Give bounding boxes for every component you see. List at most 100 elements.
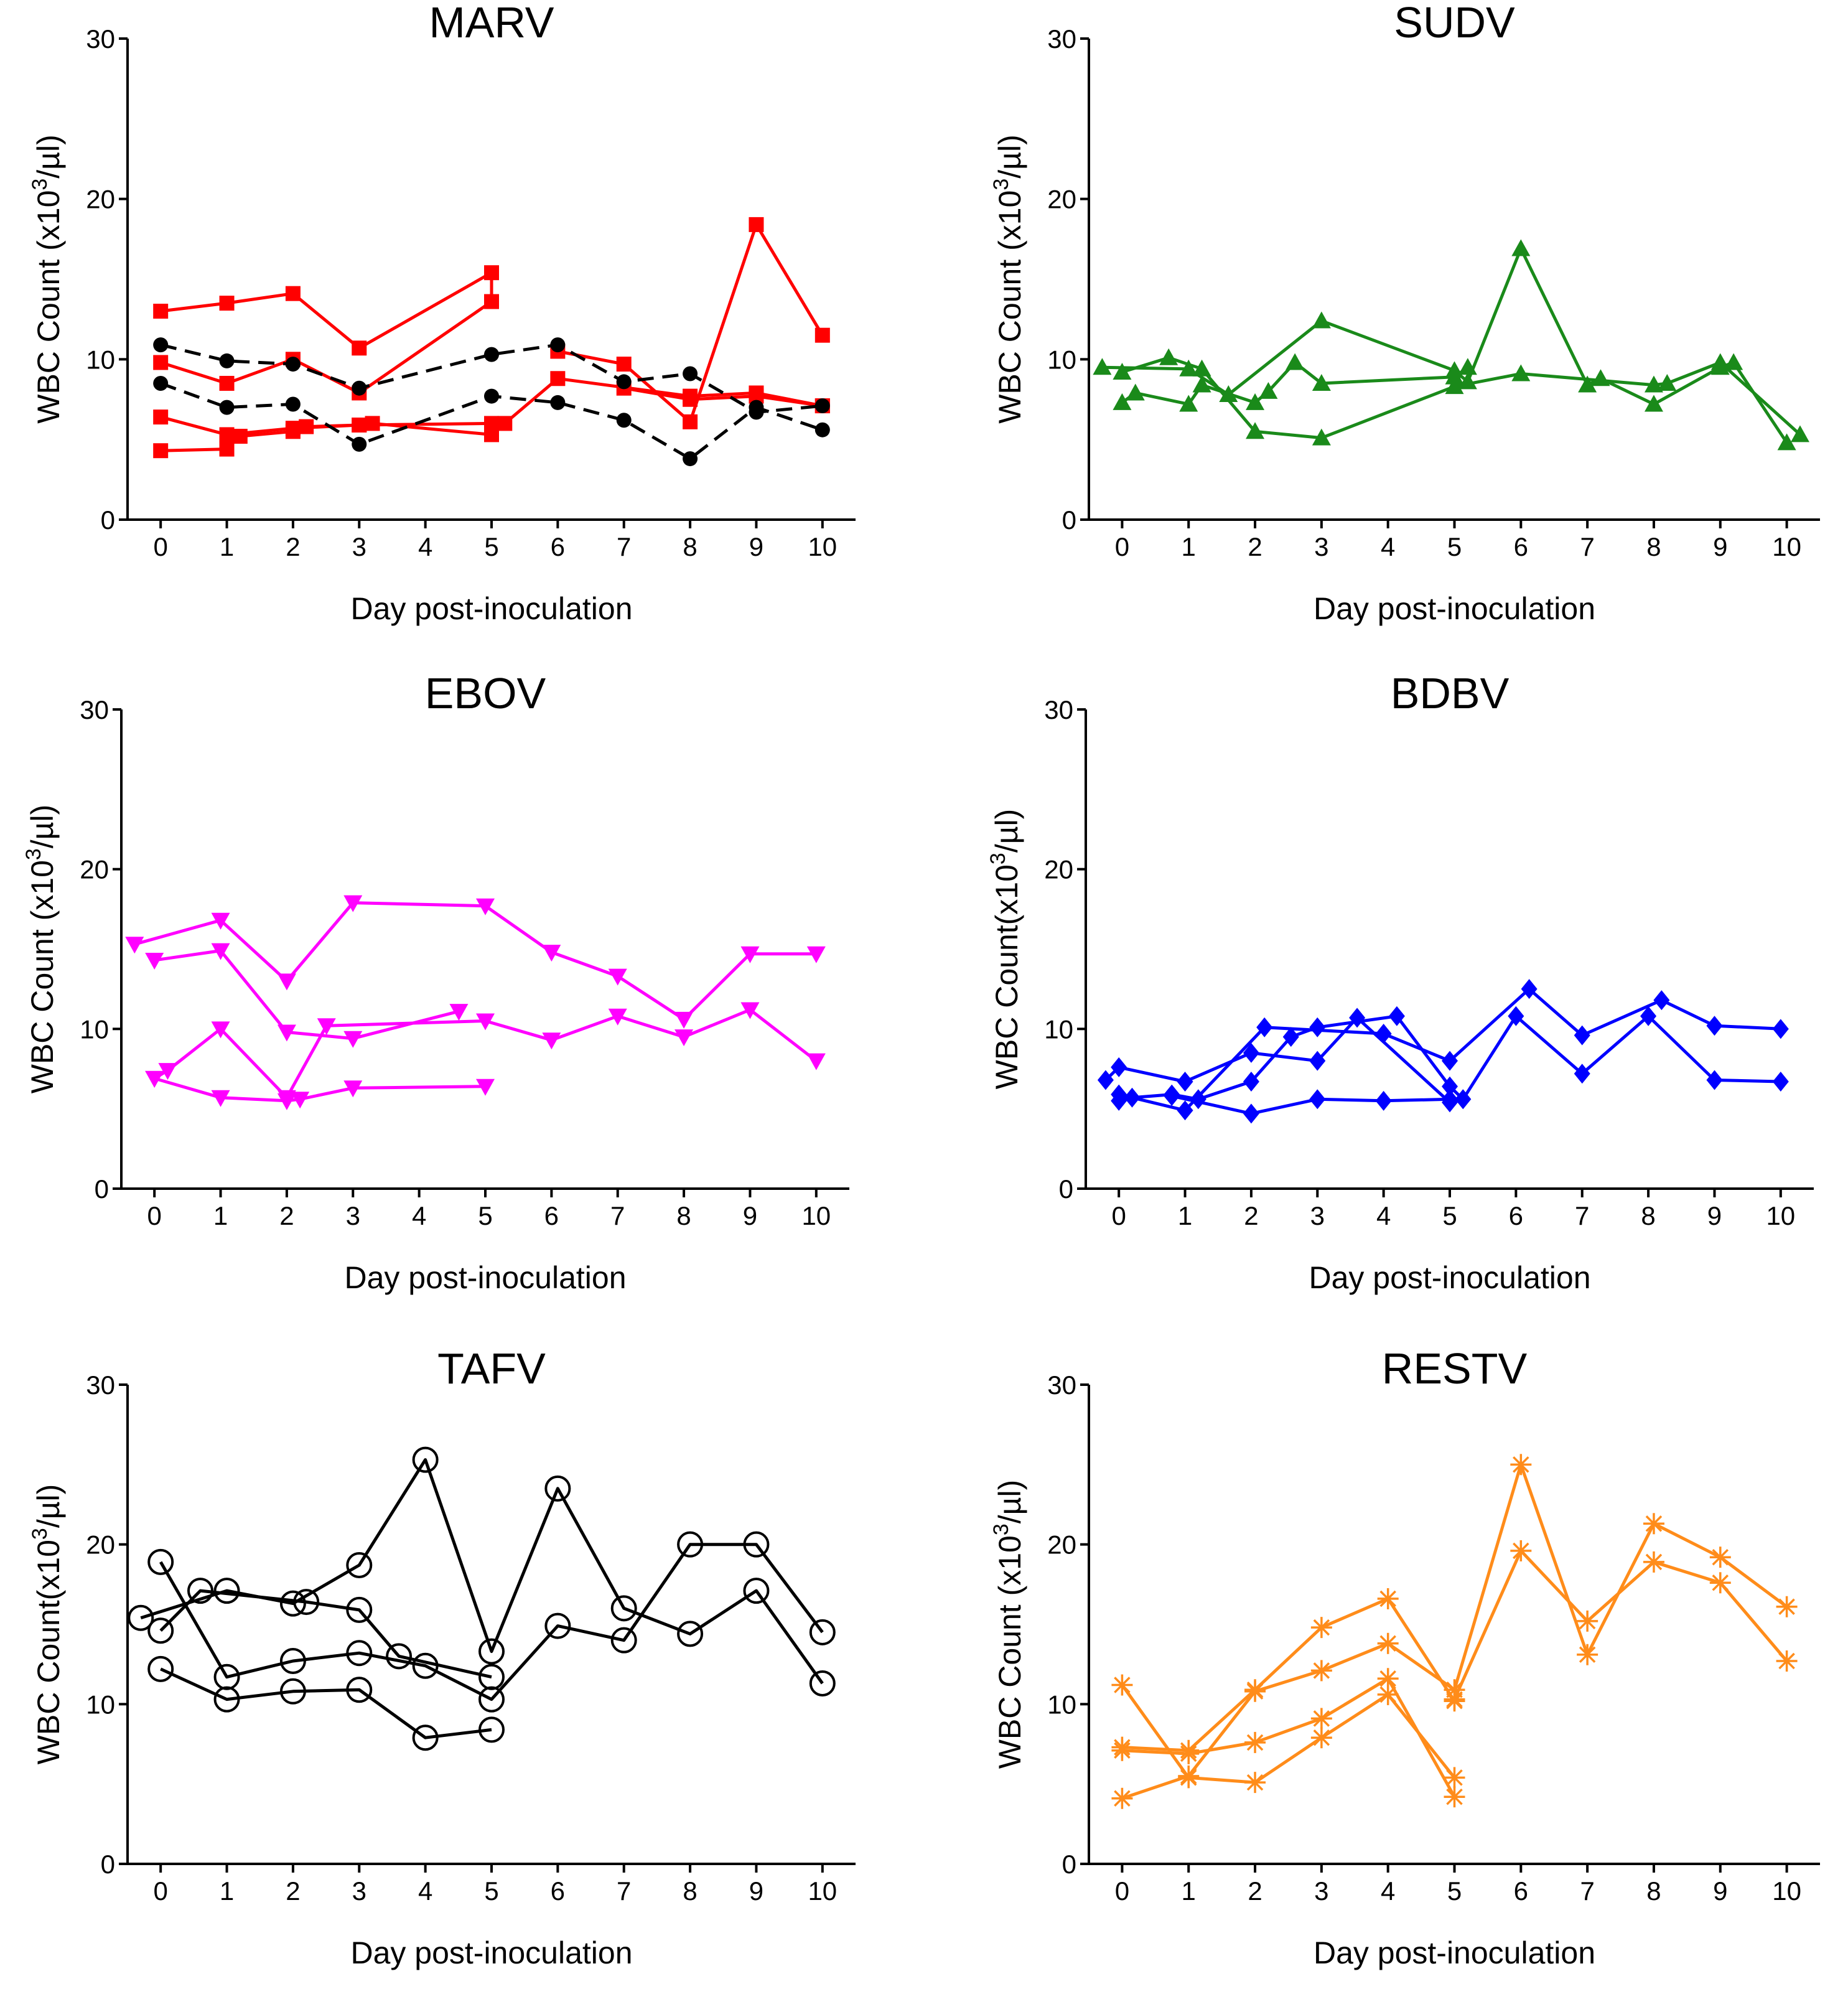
series-line [1122, 1677, 1456, 1798]
y-tick-label: 30 [1047, 1370, 1076, 1400]
y-tick-label: 0 [101, 1850, 115, 1879]
panel-tafv: TAFV 0 10 20 30 0 1 2 3 4 5 6 7 8 9 10 Day post-inoculat… [28, 1344, 856, 1970]
data-point [1113, 393, 1132, 410]
data-point [1179, 359, 1198, 377]
series-line [160, 343, 823, 414]
data-point [476, 898, 495, 915]
data-point [1375, 1090, 1392, 1111]
data-point [1259, 381, 1278, 399]
series-1 [1111, 1674, 1465, 1794]
x-tick-label: 1 [213, 1201, 228, 1230]
x-tick-label: 4 [1381, 532, 1395, 561]
x-tick-label: 2 [1248, 532, 1262, 561]
x-tick-label: 9 [743, 1201, 757, 1230]
x-tick-label: 8 [1646, 532, 1661, 561]
x-axis-label: Day post-inoculation [1314, 591, 1595, 626]
y-tick-label: 0 [1062, 505, 1076, 535]
data-point [213, 1686, 240, 1713]
data-point [352, 380, 367, 396]
data-point [1159, 348, 1178, 365]
x-axis-label: Day post-inoculation [350, 591, 632, 626]
y-tick-label: 10 [1047, 345, 1076, 374]
data-point [809, 1619, 836, 1645]
x-tick-label: 8 [676, 1201, 691, 1230]
data-point [476, 1079, 495, 1096]
y-tick-label: 20 [1047, 185, 1076, 214]
x-tick-label: 10 [1772, 532, 1801, 561]
data-point [476, 1013, 495, 1031]
y-tick-label: 20 [1044, 855, 1073, 884]
data-point [1310, 1617, 1332, 1639]
data-point [1444, 1688, 1465, 1710]
data-point [478, 1686, 505, 1713]
data-point [674, 1011, 694, 1029]
data-point [1377, 1588, 1399, 1609]
y-axis-label: WBC Count (x103/µl) [22, 805, 60, 1094]
data-point [343, 1080, 363, 1098]
data-point [484, 427, 499, 442]
data-point [544, 1475, 571, 1502]
data-point [550, 337, 566, 353]
data-point [285, 286, 301, 301]
data-point [1640, 1006, 1657, 1026]
data-point [610, 1627, 637, 1654]
data-point [1178, 1765, 1200, 1787]
data-point [497, 416, 513, 431]
series-3 [153, 371, 830, 459]
data-point [346, 1677, 373, 1703]
data-point [550, 395, 566, 410]
y-axis-label: WBC Count(x103/µl) [986, 809, 1024, 1090]
x-tick-label: 8 [683, 1876, 697, 1906]
data-point [343, 1031, 363, 1048]
data-point [365, 416, 380, 431]
y-tick-label: 30 [80, 695, 109, 724]
x-tick-label: 4 [418, 532, 432, 561]
data-point [153, 337, 169, 353]
x-tick-label: 4 [1376, 1201, 1391, 1230]
data-point [1113, 362, 1132, 380]
series-line [160, 1667, 492, 1739]
data-point [1111, 1057, 1127, 1077]
x-tick-label: 6 [1514, 532, 1528, 561]
data-point [277, 973, 296, 991]
x-tick-label: 1 [1182, 1876, 1196, 1906]
x-tick-label: 3 [346, 1201, 360, 1230]
data-point [1177, 1100, 1193, 1121]
data-point [616, 413, 632, 428]
data-point [608, 1008, 627, 1026]
data-point [616, 374, 632, 390]
data-point [749, 217, 764, 232]
data-point [1444, 1767, 1465, 1789]
y-tick-label: 30 [86, 1370, 115, 1400]
x-tick-label: 1 [220, 532, 234, 561]
series-line [154, 949, 460, 1041]
x-tick-label: 9 [749, 1876, 763, 1906]
data-point [484, 347, 499, 362]
series-line [159, 1543, 824, 1701]
data-point [219, 441, 235, 457]
x-tick-label: 3 [1310, 1201, 1325, 1230]
data-point [478, 1638, 505, 1665]
data-point [153, 375, 169, 391]
x-tick-label: 0 [1115, 532, 1129, 561]
y-tick-label: 0 [95, 1174, 109, 1204]
data-point [743, 1578, 770, 1604]
y-tick-label: 10 [1047, 1690, 1076, 1719]
data-point [211, 912, 230, 930]
x-tick-label: 2 [286, 532, 300, 561]
series-line [140, 1458, 824, 1685]
data-point [1724, 353, 1743, 370]
data-point [1111, 1787, 1133, 1809]
data-point [153, 304, 169, 319]
x-tick-label: 1 [220, 1876, 234, 1906]
data-point [740, 1002, 760, 1019]
data-point [1244, 1680, 1266, 1702]
x-tick-label: 2 [1244, 1201, 1258, 1230]
data-point [125, 937, 144, 954]
data-point [219, 427, 235, 442]
data-point [1192, 375, 1211, 393]
y-tick-label: 30 [1047, 24, 1076, 54]
data-point [1445, 377, 1464, 395]
data-point [1644, 395, 1663, 412]
